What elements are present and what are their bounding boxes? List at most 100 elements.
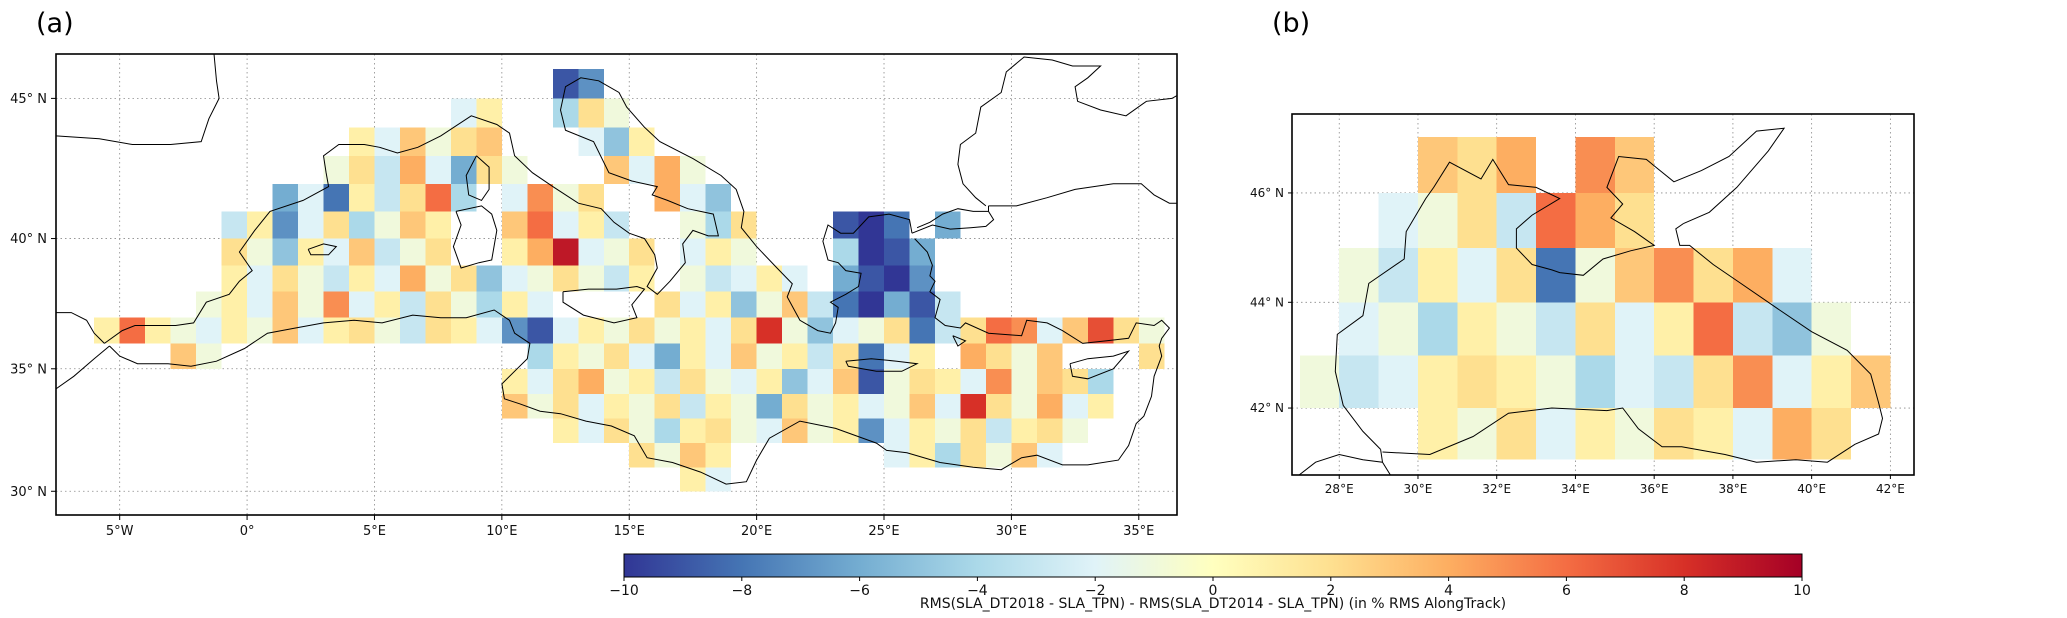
grid-cell: [552, 317, 579, 344]
grid-cell: [425, 291, 451, 318]
grid-cell: [858, 393, 885, 419]
grid-cell: [756, 265, 783, 292]
grid-cell: [934, 317, 961, 344]
grid-cell: [1811, 355, 1852, 409]
grid-cell: [1575, 355, 1615, 409]
grid-cell: [578, 368, 604, 394]
grid-cell: [1087, 368, 1114, 394]
grid-cell: [527, 183, 553, 212]
grid-cell: [705, 443, 732, 468]
grid-cell: [680, 368, 706, 394]
colorbar-tick-label: 6: [1562, 583, 1571, 599]
grid-cell: [501, 155, 528, 184]
grid-cell: [756, 418, 783, 444]
grid-cell: [858, 418, 885, 444]
grid-cell: [323, 238, 349, 266]
grid-cell: [1614, 248, 1655, 303]
grid-cell: [731, 238, 757, 266]
grid-cell: [578, 211, 604, 239]
grid-cell: [399, 183, 426, 212]
grid-cell: [578, 98, 604, 128]
grid-cell: [731, 393, 757, 419]
coastline-path: [988, 183, 1177, 207]
grid-cell: [884, 343, 910, 369]
grid-cell: [1036, 343, 1063, 369]
grid-cell: [1378, 302, 1418, 356]
grid-cell: [705, 368, 732, 394]
grid-cell: [756, 368, 783, 394]
grid-cell: [501, 368, 528, 394]
grid-cell: [272, 317, 299, 344]
grid-cell: [680, 467, 706, 492]
grid-cell: [298, 211, 324, 239]
grid-cell: [654, 343, 681, 369]
grid-cell: [731, 343, 757, 369]
grid-cell: [654, 291, 681, 318]
grid-cell: [501, 238, 528, 266]
colorbar: −10 −8 −6 −4 −2 0 2 4 6 8 10: [609, 553, 1811, 599]
grid-cell: [221, 211, 248, 239]
grid-cell: [374, 291, 400, 318]
grid-cell: [934, 418, 961, 444]
coastlines-b: [1298, 127, 1884, 475]
grid-cell: [476, 127, 502, 156]
grid-cell: [272, 211, 299, 239]
x-tick-label: 28°E: [1325, 482, 1354, 496]
grid-cell: [960, 393, 986, 419]
grid-cell: [1299, 355, 1340, 409]
grid-cell: [705, 265, 732, 292]
grid-cell: [858, 265, 885, 292]
grid-cell: [629, 418, 655, 444]
axes-frame-b: [1291, 113, 1915, 476]
coastlines-a: [56, 54, 1177, 485]
coastline-path: [452, 205, 498, 269]
colorbar-tick-label: −6: [849, 583, 870, 599]
grid-cell: [578, 343, 604, 369]
grid-cell: [323, 211, 349, 239]
grid-cell: [1457, 302, 1497, 356]
grid-cell: [782, 291, 808, 318]
grid-cell: [298, 265, 324, 292]
grid-cell: [501, 211, 528, 239]
grid-cell: [985, 368, 1012, 394]
grid-cell: [756, 317, 783, 344]
grid-cell: [476, 98, 502, 128]
grid-cell: [603, 368, 630, 394]
grid-cell: [807, 317, 834, 344]
colorbar-tick-label: 0: [1209, 583, 1218, 599]
grid-cell: [884, 265, 910, 292]
grid-cell: [782, 393, 808, 419]
grid-cell: [450, 291, 477, 318]
grid-cell: [247, 317, 273, 344]
grid-cell: [654, 393, 681, 419]
panel-a-label: (a): [36, 8, 74, 39]
grid-cell: [603, 127, 630, 156]
grid-cell: [833, 343, 859, 369]
grid-cell: [1496, 408, 1537, 460]
grid-cell: [1011, 443, 1037, 468]
grid-cell: [654, 317, 681, 344]
grid-cell: [680, 443, 706, 468]
grid-cell: [374, 127, 400, 156]
y-tick-label: 35° N: [10, 362, 47, 377]
grid-cell: [1378, 355, 1418, 409]
coastline-path: [465, 155, 490, 202]
coastline-path: [1380, 449, 1383, 463]
y-tick-label: 40° N: [10, 232, 47, 247]
grid-cell: [1011, 393, 1037, 419]
grid-cell: [527, 265, 553, 292]
grid-cell: [298, 291, 324, 318]
grid-cell: [1614, 408, 1655, 460]
grid-cell: [1575, 136, 1615, 193]
grid-cell: [629, 317, 655, 344]
grid-cell: [1536, 408, 1576, 460]
grid-cell: [272, 291, 299, 318]
x-tick-label: 5°W: [106, 524, 134, 539]
grid-cell: [782, 368, 808, 394]
grid-cell: [782, 418, 808, 444]
grid-cell: [1496, 136, 1537, 193]
grid-cell: [1732, 408, 1773, 460]
grid-cell: [909, 368, 935, 394]
grid-cell: [348, 291, 375, 318]
grid-cell: [399, 317, 426, 344]
